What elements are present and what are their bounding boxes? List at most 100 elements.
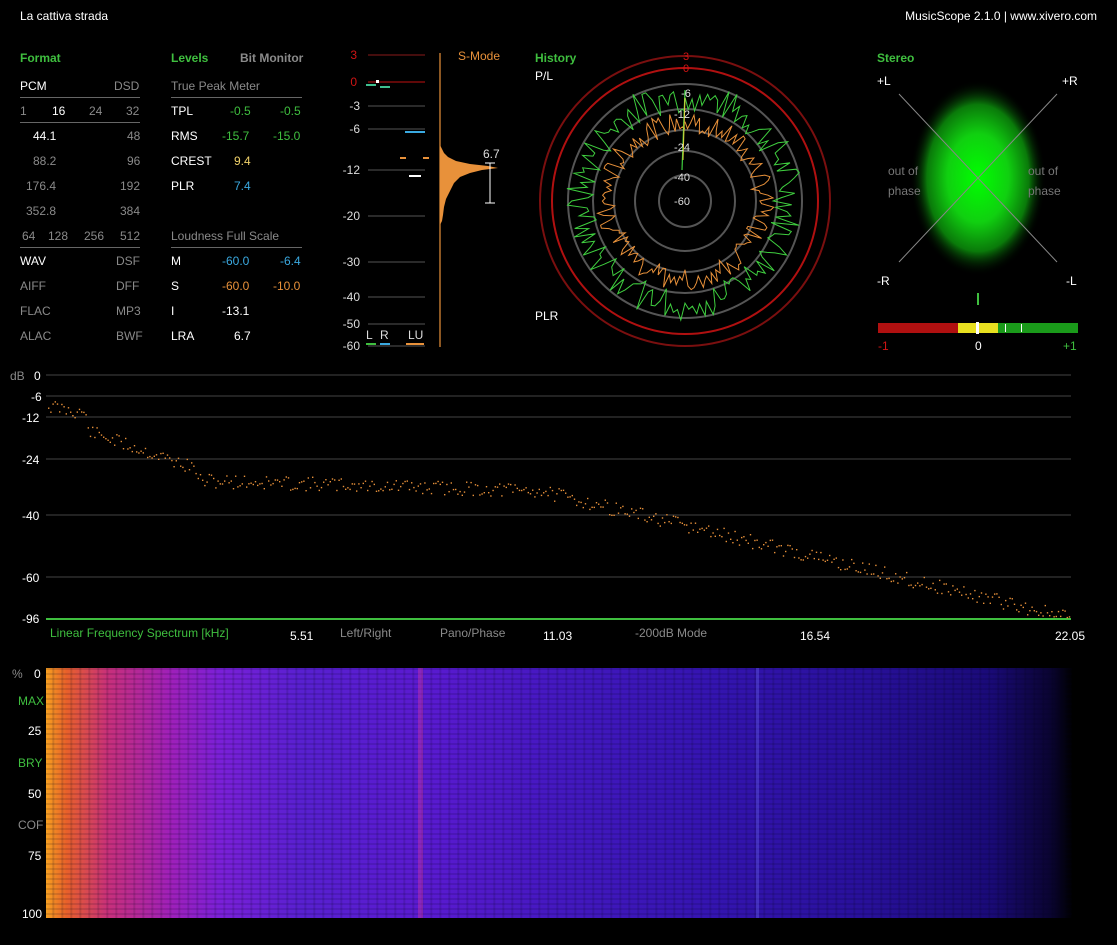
crest-value: 9.4 [234, 154, 251, 168]
rate-352-8: 352.8 [26, 204, 57, 218]
rate-96: 96 [127, 154, 141, 168]
container-aiff: AIFF [20, 279, 46, 293]
bit-monitor-tab[interactable]: Bit Monitor [240, 51, 304, 65]
rate-176-4: 176.4 [26, 179, 57, 193]
freq-tick-16-54: 16.54 [800, 629, 831, 643]
plr-value: 7.4 [234, 179, 251, 193]
db-tick-m24: -24 [22, 453, 40, 467]
balance-marker [977, 293, 979, 305]
freq-tick-5-51: 5.51 [290, 629, 314, 643]
bit-16: 16 [52, 104, 66, 118]
s-label: S [171, 279, 180, 293]
meter-tick-m50: -50 [343, 317, 361, 331]
channel-l-label: L [366, 328, 373, 342]
corner-plus-l: +L [877, 74, 891, 88]
ring-0: 0 [683, 63, 689, 75]
container-mp3: MP3 [116, 304, 141, 318]
s-left: -60.0 [222, 279, 250, 293]
correlation-meter [878, 322, 1078, 334]
meter-tick-0: 0 [350, 75, 357, 89]
channel-lu-label: LU [408, 328, 423, 342]
out-of-phase-right-1: out of [1028, 164, 1059, 178]
m-left: -60.0 [222, 254, 250, 268]
meter-tick-m40: -40 [343, 290, 361, 304]
bit-24: 24 [89, 104, 103, 118]
tpl-left: -0.5 [230, 104, 251, 118]
left-right-button[interactable]: Left/Right [340, 626, 392, 640]
spectrum-db-label: dB [10, 369, 25, 383]
rate-44-1: 44.1 [33, 129, 57, 143]
db-tick-m12: -12 [22, 411, 40, 425]
i-label: I [171, 304, 175, 318]
ring-m60: -60 [674, 196, 690, 208]
stereo-header: Stereo [877, 51, 915, 65]
frequency-spectrum [46, 374, 1071, 620]
meter-tick-m20: -20 [343, 209, 361, 223]
pct-tick-0: 0 [34, 667, 41, 681]
channel-r-label: R [380, 328, 389, 342]
correlation-plus-1: +1 [1063, 339, 1077, 353]
track-title: La cattiva strada [20, 9, 109, 23]
pano-phase-button[interactable]: Pano/Phase [440, 626, 506, 640]
container-flac: FLAC [20, 304, 51, 318]
palette-bry[interactable]: BRY [18, 756, 43, 770]
ring-m40: -40 [674, 172, 690, 184]
true-peak-title: True Peak Meter [171, 79, 260, 93]
container-wav: WAV [20, 254, 46, 268]
ring-3: 3 [683, 51, 689, 63]
format-dsd[interactable]: DSD [114, 79, 140, 93]
crest-label: CREST [171, 154, 212, 168]
db-tick-m6: -6 [31, 390, 42, 404]
bit-1: 1 [20, 104, 27, 118]
rms-left: -15.7 [222, 129, 250, 143]
corner-minus-l: -L [1066, 274, 1077, 288]
history-header: History [535, 51, 577, 65]
lra-bracket-value: 6.7 [483, 147, 500, 161]
db-tick-m40: -40 [22, 509, 40, 523]
ring-m12: -12 [674, 109, 690, 121]
history-radar: 3 0 -6 -12 -24 -40 -60 [539, 51, 831, 347]
dsd-64: 64 [22, 229, 36, 243]
lra-value: 6.7 [234, 329, 251, 343]
loudness-title: Loudness Full Scale [171, 229, 280, 243]
history-plr-label: PLR [535, 309, 559, 323]
lra-label: LRA [171, 329, 195, 343]
s-right: -10.0 [273, 279, 301, 293]
palette-cof[interactable]: COF [18, 818, 44, 832]
dsd-256: 256 [84, 229, 105, 243]
meter-tick-3: 3 [350, 48, 357, 62]
rms-mark [405, 131, 425, 133]
meter-tick-m60: -60 [343, 339, 361, 353]
meter-tick-m30: -30 [343, 255, 361, 269]
format-pcm[interactable]: PCM [20, 79, 47, 93]
out-of-phase-left-2: phase [888, 184, 921, 198]
peak-mark-right [380, 86, 390, 88]
history-peak-trace [566, 90, 800, 322]
rms-label: RMS [171, 129, 198, 143]
spectrogram [46, 668, 1072, 918]
palette-max[interactable]: MAX [18, 694, 45, 708]
levels-header: Levels [171, 51, 209, 65]
db-mode-button[interactable]: -200dB Mode [635, 626, 708, 640]
app-info[interactable]: MusicScope 2.1.0 | www.xivero.com [905, 9, 1097, 23]
ring-m24: -24 [674, 142, 690, 154]
corner-minus-r: -R [877, 274, 890, 288]
history-pl-label: P/L [535, 69, 554, 83]
spectrogram-pct-label: % [12, 667, 23, 681]
container-alac: ALAC [20, 329, 52, 343]
dsd-512: 512 [120, 229, 141, 243]
rate-88-2: 88.2 [33, 154, 57, 168]
history-plr-trace [596, 113, 775, 291]
s-mode-button[interactable]: S-Mode [458, 49, 500, 63]
tpl-label: TPL [171, 104, 194, 118]
rms-right: -15.0 [273, 129, 301, 143]
rate-192: 192 [120, 179, 141, 193]
peak-mark-left [366, 84, 376, 86]
rate-48: 48 [127, 129, 141, 143]
pct-tick-100: 100 [22, 907, 43, 921]
db-tick-0: 0 [34, 369, 41, 383]
format-header: Format [20, 51, 61, 65]
dsd-128: 128 [48, 229, 69, 243]
level-meter: 3 0 -3 -6 -12 -20 -30 -40 -50 -60 6.7 S-… [343, 48, 501, 353]
ring-m6: -6 [681, 88, 691, 100]
